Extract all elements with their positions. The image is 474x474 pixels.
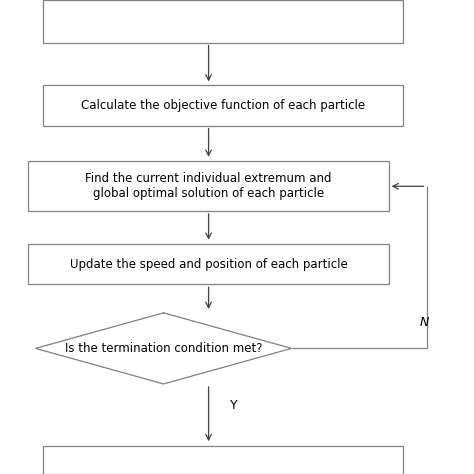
Bar bbox=[43, 0, 403, 43]
Text: Update the speed and position of each particle: Update the speed and position of each pa… bbox=[70, 258, 347, 271]
Text: Find the current individual extremum and
global optimal solution of each particl: Find the current individual extremum and… bbox=[85, 172, 332, 200]
Bar bbox=[28, 161, 389, 211]
Bar bbox=[28, 244, 389, 284]
Bar bbox=[43, 85, 403, 126]
Text: Calculate the objective function of each particle: Calculate the objective function of each… bbox=[81, 99, 365, 112]
Text: Is the termination condition met?: Is the termination condition met? bbox=[65, 342, 262, 355]
Text: N: N bbox=[419, 316, 429, 329]
Bar bbox=[43, 446, 403, 474]
Text: Y: Y bbox=[230, 399, 237, 412]
